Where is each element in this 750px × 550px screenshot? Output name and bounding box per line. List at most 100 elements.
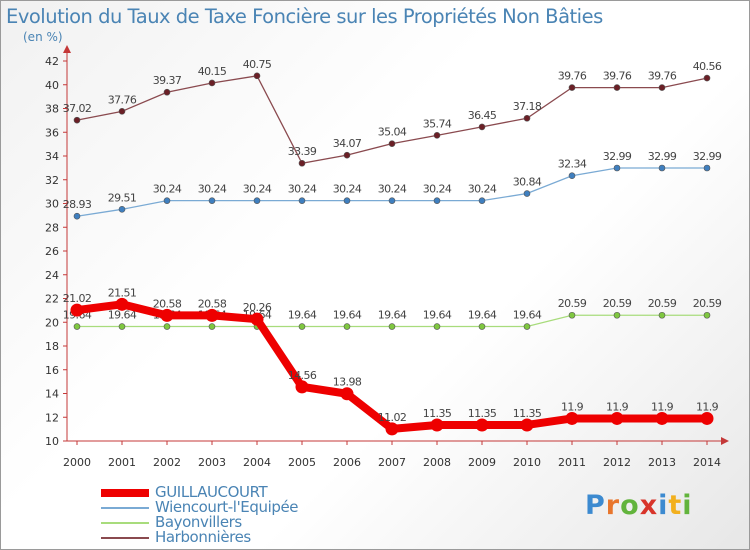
data-label-harbonni-res: 39.76 <box>603 70 632 83</box>
data-point-harbonni-res <box>118 108 126 115</box>
data-label-guillaucourt: 11.9 <box>696 400 719 413</box>
x-tick-label: 2011 <box>558 456 586 469</box>
data-label-harbonni-res: 36.45 <box>468 109 497 122</box>
data-label-harbonni-res: 40.75 <box>243 58 272 71</box>
data-label-bayonvillers: 19.64 <box>288 309 317 322</box>
data-label-wiencourt-l-equip-e: 30.24 <box>333 183 362 196</box>
legend-swatch <box>101 488 149 497</box>
x-tick-label: 2007 <box>378 456 406 469</box>
data-point-harbonni-res <box>208 79 216 87</box>
x-tick-label: 2004 <box>243 456 271 469</box>
brand-letter: x <box>639 490 659 521</box>
data-label-guillaucourt: 11.35 <box>468 407 497 420</box>
data-label-bayonvillers: 19.64 <box>378 309 407 322</box>
y-tick-label: 34 <box>45 150 59 163</box>
data-point-wiencourt-l-equip-e <box>253 197 261 204</box>
data-point-bayonvillers <box>208 323 216 330</box>
data-point-harbonni-res <box>478 123 486 131</box>
data-label-wiencourt-l-equip-e: 29.51 <box>108 191 137 204</box>
data-label-bayonvillers: 20.59 <box>558 297 587 310</box>
data-label-bayonvillers: 19.64 <box>468 309 497 322</box>
data-point-harbonni-res <box>703 74 711 82</box>
data-point-wiencourt-l-equip-e <box>658 164 666 172</box>
legend-item-guillaucourt: GUILLAUCOURT <box>101 485 298 500</box>
legend-label: Wiencourt-l'Equipée <box>155 498 299 516</box>
data-label-guillaucourt: 11.9 <box>606 400 629 413</box>
x-tick-label: 2001 <box>108 456 136 469</box>
data-label-harbonni-res: 34.07 <box>333 137 362 150</box>
data-point-wiencourt-l-equip-e <box>73 212 81 220</box>
data-label-bayonvillers: 19.64 <box>108 309 137 322</box>
x-tick-label: 2006 <box>333 456 361 469</box>
x-tick-label: 2003 <box>198 456 226 469</box>
legend-label: Bayonvillers <box>155 513 242 531</box>
y-tick-label: 42 <box>45 55 59 68</box>
data-label-harbonni-res: 39.76 <box>558 70 587 83</box>
x-tick-label: 2002 <box>153 456 181 469</box>
data-point-bayonvillers <box>388 323 396 330</box>
data-point-bayonvillers <box>118 323 126 330</box>
data-label-wiencourt-l-equip-e: 30.24 <box>243 183 272 196</box>
data-point-bayonvillers <box>433 323 441 330</box>
y-tick-label: 20 <box>45 316 59 329</box>
data-label-guillaucourt: 20.58 <box>153 297 182 310</box>
data-point-wiencourt-l-equip-e <box>478 197 486 204</box>
data-label-harbonni-res: 35.04 <box>378 126 407 139</box>
data-point-bayonvillers <box>658 311 666 319</box>
data-point-guillaucourt <box>565 411 579 425</box>
data-label-harbonni-res: 40.15 <box>198 65 227 78</box>
data-point-wiencourt-l-equip-e <box>343 197 351 204</box>
data-label-guillaucourt: 20.58 <box>198 297 227 310</box>
data-label-harbonni-res: 39.76 <box>648 70 677 83</box>
y-tick-label: 28 <box>45 221 59 234</box>
data-label-wiencourt-l-equip-e: 32.34 <box>558 158 587 171</box>
data-point-guillaucourt <box>610 411 624 425</box>
data-label-guillaucourt: 11.02 <box>378 411 407 424</box>
data-point-harbonni-res <box>73 116 81 124</box>
data-label-guillaucourt: 21.02 <box>63 292 92 305</box>
data-label-wiencourt-l-equip-e: 28.93 <box>63 198 92 211</box>
data-point-guillaucourt <box>520 418 534 432</box>
data-label-wiencourt-l-equip-e: 30.24 <box>153 183 182 196</box>
data-point-harbonni-res <box>613 84 621 91</box>
data-point-bayonvillers <box>73 323 81 330</box>
data-point-harbonni-res <box>523 114 531 122</box>
legend-item-harbonni-res: Harbonnières <box>101 530 298 545</box>
data-label-guillaucourt: 11.9 <box>651 400 674 413</box>
data-label-wiencourt-l-equip-e: 30.24 <box>288 183 317 196</box>
data-point-harbonni-res <box>568 84 576 91</box>
data-point-harbonni-res <box>253 72 261 80</box>
data-label-bayonvillers: 19.64 <box>513 309 542 322</box>
data-point-harbonni-res <box>433 132 441 139</box>
x-tick-label: 2012 <box>603 456 631 469</box>
data-point-guillaucourt <box>700 411 714 425</box>
legend-item-wiencourt-l-equip-e: Wiencourt-l'Equipée <box>101 498 299 516</box>
brand-letter: o <box>620 490 640 521</box>
data-label-guillaucourt: 11.35 <box>513 407 542 420</box>
data-point-guillaucourt <box>160 308 174 322</box>
data-point-guillaucourt <box>340 387 354 401</box>
data-label-guillaucourt: 13.98 <box>333 376 362 389</box>
brand-logo: Proxiti <box>585 490 693 521</box>
data-point-bayonvillers <box>298 323 306 330</box>
data-point-wiencourt-l-equip-e <box>163 197 171 204</box>
data-label-harbonni-res: 37.18 <box>513 100 542 113</box>
data-point-wiencourt-l-equip-e <box>433 197 441 204</box>
data-point-bayonvillers <box>478 323 486 330</box>
x-tick-label: 2000 <box>63 456 91 469</box>
data-label-bayonvillers: 19.64 <box>423 309 452 322</box>
data-point-guillaucourt <box>430 418 444 432</box>
data-label-wiencourt-l-equip-e: 32.99 <box>693 150 722 163</box>
data-label-wiencourt-l-equip-e: 32.99 <box>603 150 632 163</box>
data-point-guillaucourt <box>295 380 309 394</box>
y-tick-label: 10 <box>45 435 59 448</box>
y-tick-label: 40 <box>45 79 59 92</box>
brand-letter: i <box>658 490 669 521</box>
data-point-wiencourt-l-equip-e <box>118 206 126 213</box>
y-tick-label: 30 <box>45 198 59 211</box>
y-tick-label: 16 <box>45 364 59 377</box>
data-point-harbonni-res <box>343 151 351 159</box>
data-label-guillaucourt: 11.35 <box>423 407 452 420</box>
